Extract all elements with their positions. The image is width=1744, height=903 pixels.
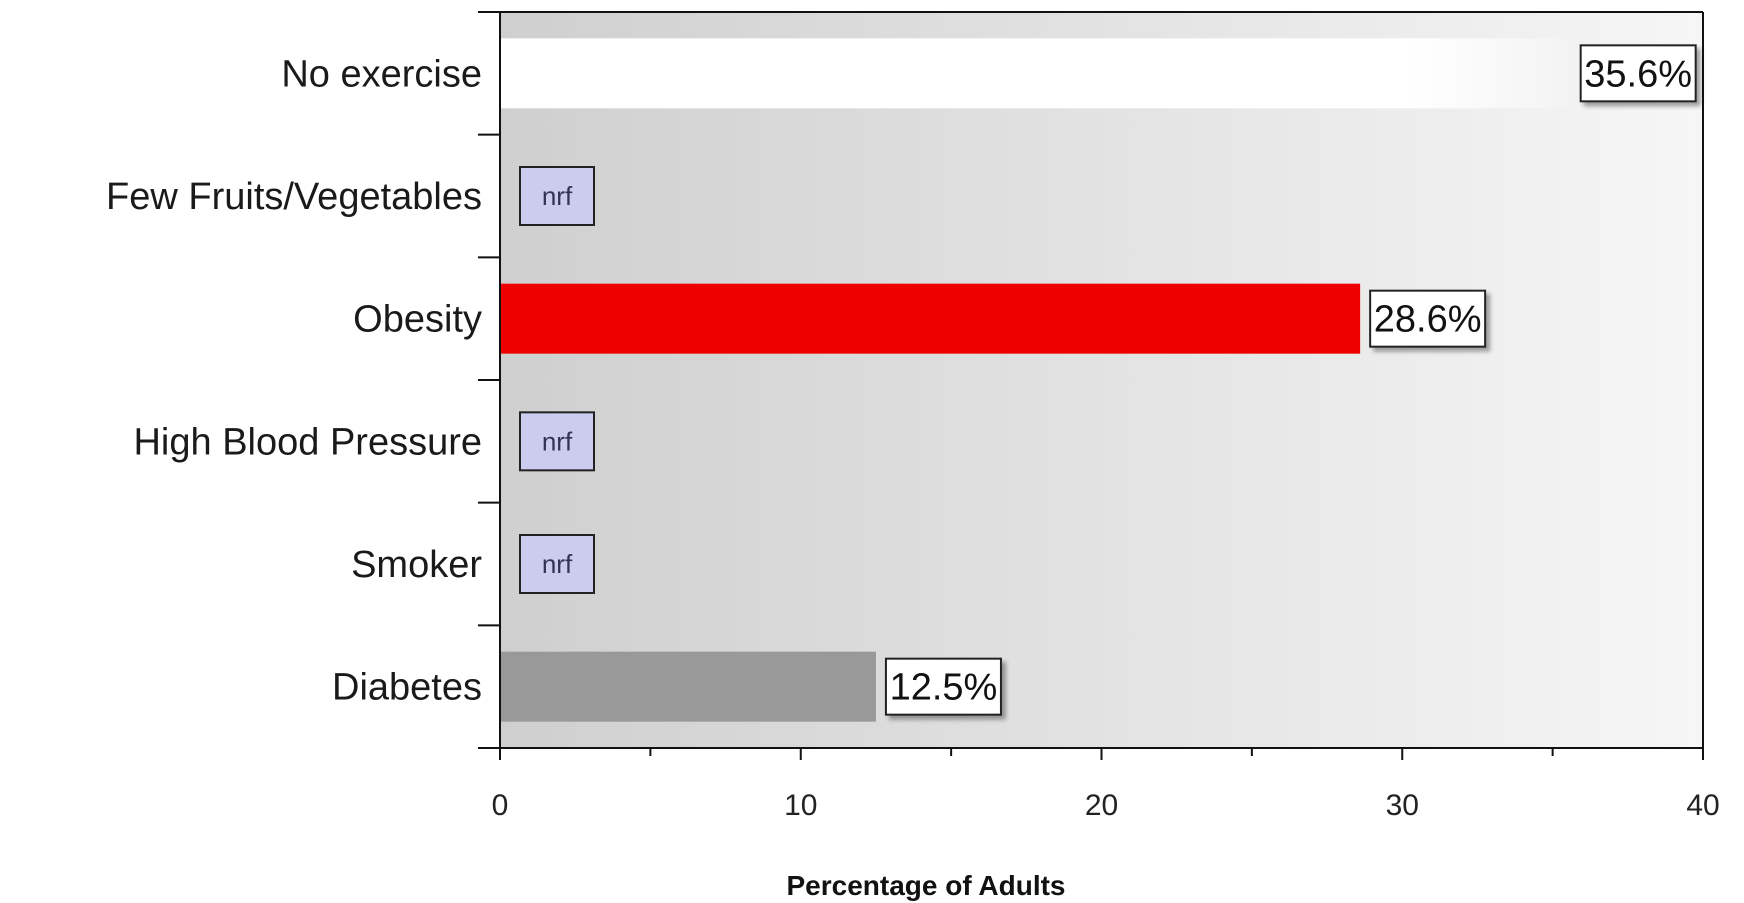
nrf-label-high-blood-pressure: nrf — [519, 411, 595, 472]
svg-text:35.6%: 35.6% — [1584, 53, 1692, 95]
category-label-high-blood-pressure: High Blood Pressure — [133, 421, 482, 463]
plot-area — [500, 12, 1703, 748]
value-label-obesity: 28.6% — [1369, 289, 1487, 348]
value-label-no-exercise: 35.6% — [1579, 44, 1697, 103]
svg-text:12.5%: 12.5% — [890, 667, 998, 709]
bar-diabetes — [500, 651, 876, 722]
svg-text:nrf: nrf — [542, 549, 573, 579]
category-label-few-fruits-vegetables: Few Fruits/Vegetables — [106, 176, 482, 218]
nrf-label-few-fruits-vegetables: nrf — [519, 166, 595, 226]
x-tick-label: 30 — [1386, 789, 1419, 822]
category-label-diabetes: Diabetes — [332, 667, 482, 709]
x-tick-label: 40 — [1686, 789, 1719, 822]
x-axis-title: Percentage of Adults — [786, 870, 1065, 901]
svg-text:28.6%: 28.6% — [1374, 299, 1482, 341]
svg-text:nrf: nrf — [542, 181, 573, 211]
nrf-label-smoker: nrf — [519, 534, 595, 594]
bar-no-exercise — [500, 38, 1571, 109]
x-tick-label: 20 — [1085, 789, 1118, 822]
value-label-diabetes: 12.5% — [884, 657, 1002, 716]
category-label-smoker: Smoker — [351, 544, 482, 586]
svg-text:nrf: nrf — [542, 426, 573, 456]
x-tick-label: 10 — [784, 789, 817, 822]
bar-obesity — [500, 283, 1361, 354]
category-label-no-exercise: No exercise — [281, 53, 482, 95]
x-tick-label: 0 — [492, 789, 509, 822]
category-label-obesity: Obesity — [353, 299, 482, 341]
